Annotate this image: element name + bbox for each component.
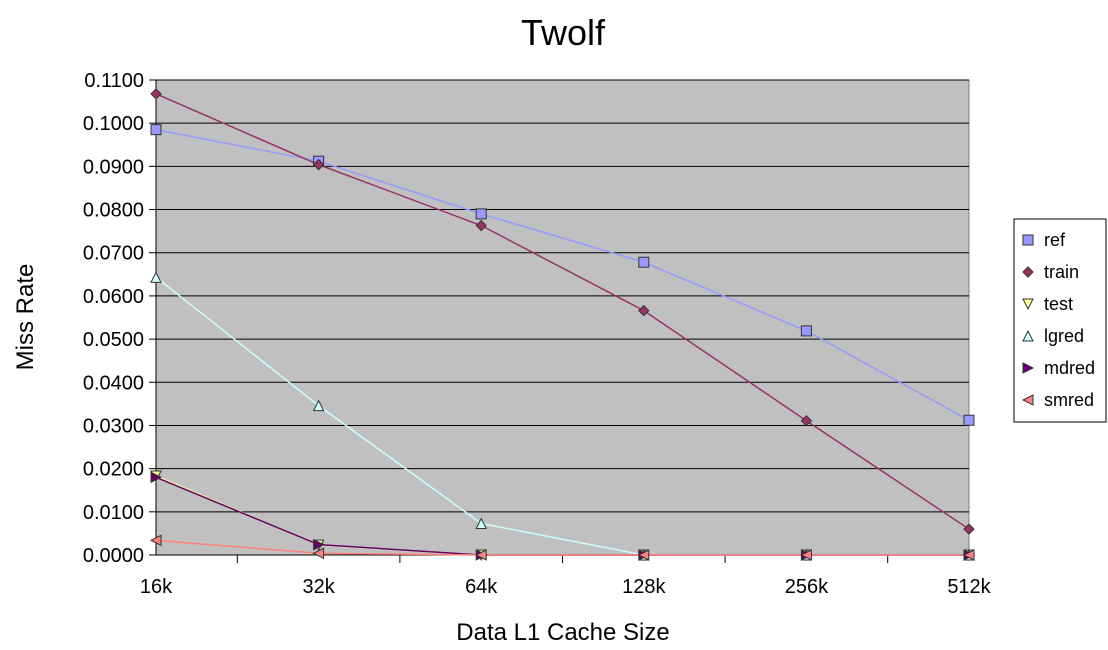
legend-label: test [1044, 294, 1073, 314]
x-tick-label: 32k [302, 576, 335, 598]
data-point-ref [475, 208, 487, 220]
y-axis-label: Miss Rate [12, 264, 39, 371]
legend-label: ref [1044, 230, 1066, 250]
legend-label: smred [1044, 390, 1094, 410]
x-axis-label: Data L1 Cache Size [456, 619, 669, 646]
data-point-smred [637, 549, 650, 561]
y-tick-label: 0.1100 [84, 70, 144, 92]
x-tick-label: 256k [785, 576, 829, 598]
y-tick-label: 0.0800 [83, 200, 144, 222]
legend-label: lgred [1044, 326, 1084, 346]
data-point-train [150, 88, 162, 100]
legend-marker-train [1022, 266, 1034, 278]
x-tick-label: 64k [465, 576, 498, 598]
y-tick-label: 0.0000 [83, 545, 144, 567]
y-tick-label: 0.0400 [83, 372, 144, 394]
series-lines [155, 93, 970, 556]
data-point-smred [962, 549, 975, 561]
data-point-ref [800, 325, 812, 337]
x-tick-label: 16k [140, 576, 173, 598]
series-markers [149, 88, 976, 562]
data-point-smred [312, 547, 325, 560]
data-point-train [312, 158, 325, 171]
y-tick-label: 0.0600 [83, 286, 144, 308]
legend-marker-test [1022, 298, 1034, 311]
series-line-smred [155, 539, 969, 556]
data-point-train [800, 414, 813, 427]
y-tick-label: 0.0300 [83, 415, 144, 437]
y-tick-label: 0.0900 [83, 156, 144, 178]
legend-marker-lgred [1022, 329, 1034, 342]
legend-box [1013, 218, 1107, 423]
data-point-ref [638, 256, 650, 268]
x-axis-ticks: 16k 32k 64k 128k 256k 512k [140, 80, 992, 598]
data-point-ref [150, 124, 162, 136]
data-point-smred [149, 534, 162, 547]
data-point-ref [963, 414, 975, 426]
series-line-train [155, 93, 970, 530]
y-tick-label: 0.0100 [83, 502, 144, 524]
data-point-lgred [150, 271, 162, 283]
data-point-lgred [312, 399, 325, 412]
data-point-mdred [313, 538, 325, 551]
data-point-lgred [475, 517, 488, 529]
legend-label: train [1044, 262, 1079, 282]
data-point-smred [800, 549, 812, 561]
plot-area [155, 79, 970, 556]
legend-marker-mdred [1022, 362, 1035, 374]
y-axis-ticks: 0.0000 0.0100 0.0200 0.0300 0.0400 0.0500 0.06… [83, 70, 156, 567]
data-point-smred [475, 549, 487, 561]
x-tick-label: 128k [622, 576, 666, 598]
legend: ref train test lgred mdred smred [1013, 218, 1107, 423]
data-point-train [963, 523, 975, 535]
gridlines [156, 79, 969, 513]
x-tick-label: 512k [947, 576, 991, 598]
legend-label: mdred [1044, 358, 1095, 378]
legend-marker-ref [1022, 234, 1034, 246]
data-point-mdred [150, 471, 163, 484]
data-point-train [475, 219, 487, 232]
y-tick-label: 0.1000 [83, 113, 144, 135]
series-line-ref [155, 128, 970, 421]
y-tick-label: 0.0200 [83, 459, 144, 481]
y-tick-label: 0.0500 [83, 329, 144, 351]
y-tick-label: 0.0700 [83, 243, 144, 265]
chart-title: Twolf [521, 12, 606, 53]
legend-marker-smred [1021, 394, 1034, 406]
data-point-train [638, 304, 650, 317]
